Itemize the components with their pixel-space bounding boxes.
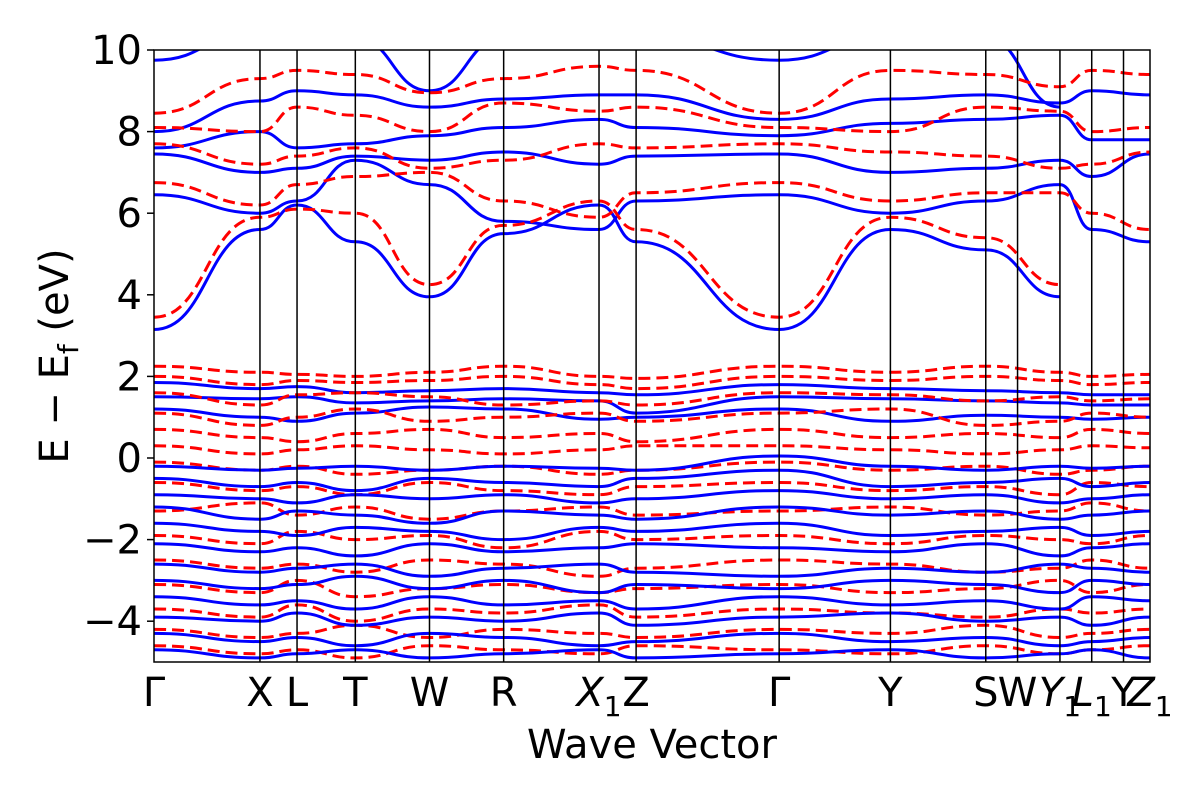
band-spin-down-9 <box>154 101 1150 134</box>
x-tick-label-15: Z1 <box>1126 670 1172 723</box>
band-spin-down-10 <box>154 64 1150 115</box>
y-tick-label-6: −2 <box>83 518 142 564</box>
band-spin-down-25 <box>154 578 1150 599</box>
x-tick-label-8: Γ <box>768 670 791 716</box>
y-axis-label-main: E − E <box>32 354 78 464</box>
band-spin-down-22 <box>154 501 1150 521</box>
band-spin-up-12 <box>154 395 1150 415</box>
x-tick-label-1: X <box>246 670 273 716</box>
x-tick-label-11: W <box>998 670 1038 716</box>
band-spin-up-0 <box>154 203 1060 332</box>
band-spin-up-39 <box>154 631 1150 648</box>
band-lines <box>154 50 1150 660</box>
x-tick-label-14: Y <box>1110 670 1136 716</box>
band-spin-down-18 <box>154 427 1150 444</box>
x-tick-label-9: Y <box>877 670 903 716</box>
x-tick-label-12: Y1 <box>1039 670 1081 723</box>
x-tick-label-0: Γ <box>143 670 166 716</box>
band-spin-down-8 <box>154 142 1150 170</box>
x-tick-label-10: S <box>973 670 998 716</box>
band-spin-down-26 <box>154 603 1150 623</box>
y-tick-label-0: 10 <box>91 28 142 74</box>
x-tick-label-3: T <box>342 670 368 716</box>
y-axis-label-unit: (eV) <box>32 248 78 344</box>
y-tick-label-7: −4 <box>83 599 142 645</box>
band-spin-up-34 <box>154 542 1150 558</box>
band-spin-up-36 <box>154 574 1150 595</box>
band-spin-up-33 <box>154 521 1150 542</box>
band-spin-up-32 <box>154 505 1150 525</box>
band-spin-up-38 <box>154 611 1150 627</box>
x-axis-label: Wave Vector <box>527 722 778 768</box>
band-spin-up-1 <box>154 158 1150 244</box>
band-spin-down-6 <box>154 199 1060 319</box>
x-tick-label-2: L <box>286 670 309 716</box>
kpoint-lines <box>259 50 1125 662</box>
band-spin-up-4 <box>154 89 1150 134</box>
band-spin-down-16 <box>154 391 1150 407</box>
band-spin-down-21 <box>154 480 1150 497</box>
band-spin-up-3 <box>154 113 1150 150</box>
x-tick-label-5: R <box>490 670 518 716</box>
band-spin-up-29 <box>154 454 1150 472</box>
x-tick-label-4: W <box>410 670 450 716</box>
band-spin-down-17 <box>154 407 1150 427</box>
band-spin-down-23 <box>154 529 1150 550</box>
band-spin-up-35 <box>154 562 1150 578</box>
y-axis: 10 8 6 4 2 0 −2 −4 <box>83 28 154 645</box>
band-spin-up-40 <box>154 648 1150 660</box>
y-tick-label-4: 2 <box>117 354 142 400</box>
band-spin-down-19 <box>154 444 1150 456</box>
y-tick-label-3: 4 <box>117 273 142 319</box>
band-spin-up-30 <box>154 468 1150 493</box>
band-spin-down-27 <box>154 623 1150 640</box>
y-tick-label-1: 8 <box>117 110 142 156</box>
y-axis-label-sub: f <box>52 343 85 354</box>
y-tick-label-2: 6 <box>117 191 142 237</box>
x-tick-label-7: Z <box>622 670 649 716</box>
band-spin-up-37 <box>154 595 1150 611</box>
band-spin-up-11 <box>154 381 1150 397</box>
x-tick-label-13: L1 <box>1072 670 1112 723</box>
band-spin-down-28 <box>154 644 1150 660</box>
plot-frame <box>153 49 1151 663</box>
band-spin-up-13 <box>154 405 1150 423</box>
band-spin-down-15 <box>154 374 1150 391</box>
x-tick-label-6: X1 <box>574 670 621 723</box>
y-tick-label-5: 0 <box>117 436 142 482</box>
y-axis-label: E − Ef (eV) <box>32 248 85 463</box>
band-spin-up-31 <box>154 489 1150 505</box>
band-spin-down-14 <box>154 364 1150 380</box>
band-spin-down-7 <box>154 170 1150 231</box>
